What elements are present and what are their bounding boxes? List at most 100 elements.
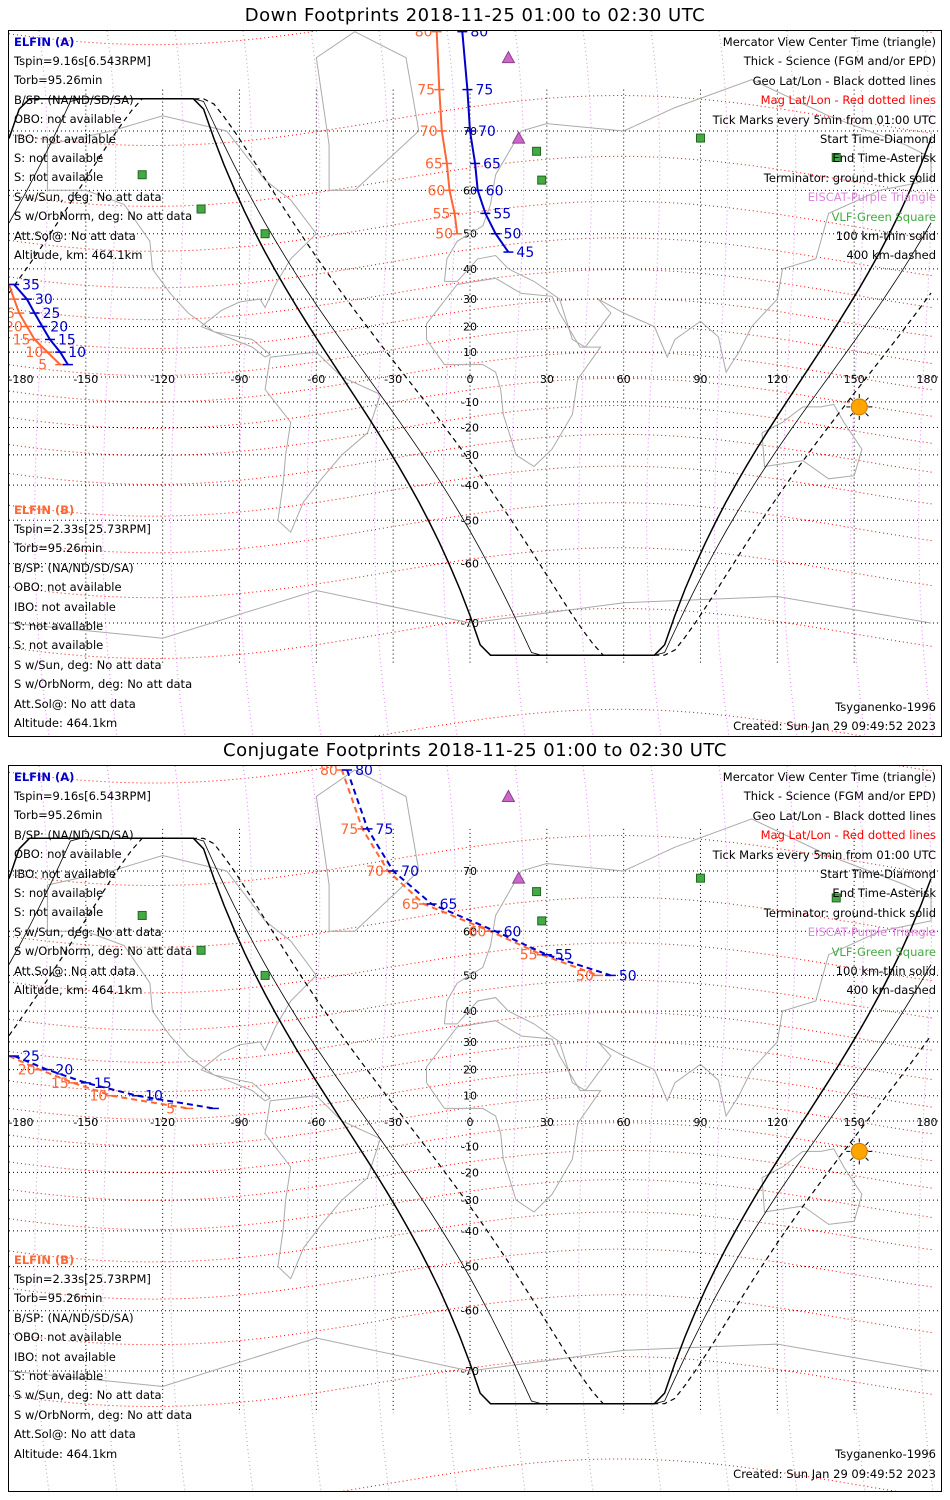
track-a-blue-label: 60 [504,924,522,940]
lat-tick-label: 20 [463,320,477,333]
coastline [46,115,317,358]
lat-tick-label: 60 [463,925,477,938]
mag-lat-line [9,547,934,599]
lat-tick-label: -40 [461,479,479,492]
mag-lon-line [646,766,662,1491]
info-line: IBO: not available [14,866,116,881]
conjugate-footprints-map: -180 -150 -120 -90 -60 -30 0 30 60 90 120 150 180 70 6… [8,765,942,1492]
track-b-orange-label: 10 [25,345,43,361]
track-a-blue-label: 20 [55,1063,73,1079]
legend-item: Mercator View Center Time (triangle) [722,35,936,49]
track-b-orange-label: 65 [402,897,420,913]
track-a-blue-label: 10 [68,345,86,361]
info-line: Tspin=9.16s[6.543RPM] [14,54,151,68]
mag-lat-line [9,607,934,660]
track-b-orange-label: 15 [13,332,31,348]
conjugate-footprints-title: Conjugate Footprints 2018-11-25 01:00 to… [223,740,727,761]
elfin-b-header: ELFIN (B) [14,503,75,517]
eiscat-triangle-icon [501,789,516,802]
track-a-blue-label: 80 [355,766,373,779]
info-line: Altitude: 464.1km [14,716,118,730]
lon-tick-label: -60 [307,1116,325,1129]
mag-lat-line [9,1294,934,1346]
legend-item: End Time-Asterisk [832,151,936,166]
info-line: Tspin=2.33s[25.73RPM] [14,1272,151,1286]
track-b-orange [340,766,599,977]
track-a-blue-label: 25 [43,306,61,322]
coastline [443,818,932,1118]
lat-tick-label: -10 [461,396,479,409]
info-line: S w/Sun, deg: No att data [14,189,162,204]
vlf-square-icon [196,204,206,214]
lon-tick-label: 0 [467,1116,474,1129]
info-line: Torb=95.26min [14,1291,103,1306]
track-a-blue-label: 35 [22,277,40,293]
legend-item: VLF-Green Square [831,209,936,224]
info-line: OBO: not available [14,1330,122,1345]
track-b-orange-label: 75 [417,83,435,99]
track-a-blue [461,31,510,253]
track-b-orange-label: 70 [366,864,384,880]
info-line: B/SP: (NA/ND/SD/SA) [14,92,134,107]
model-label: Tsyganenko-1996 [835,700,936,714]
track-b-orange-label: 20 [18,1063,36,1079]
lon-tick-label: -30 [384,373,402,386]
info-line: Tspin=9.16s[6.543RPM] [14,789,151,803]
info-line: S: not available [14,151,104,165]
info-line: B/SP: (NA/ND/SD/SA) [14,827,134,842]
info-line: S: not available [14,1369,104,1383]
lon-tick-label: 0 [467,373,474,386]
info-line: S w/OrbNorm, deg: No att data [14,677,193,692]
track-a-blue-label: 50 [504,227,522,243]
track-b-orange-label: 65 [425,156,443,172]
legend-item: Terminator: ground-thick solid [763,905,936,920]
track-b-orange [435,31,459,234]
coastline [9,1337,932,1388]
coastline [426,1020,602,1213]
track-a-blue-label: 10 [145,1089,163,1105]
track-b-orange-label: 50 [576,968,594,984]
track-a-blue-label: 15 [58,332,76,348]
info-line: OBO: not available [14,580,122,595]
track-a-blue-label: 55 [493,206,511,222]
info-line: IBO: not available [14,1349,116,1364]
lon-tick-label: 150 [844,373,865,386]
lat-tick-label: 20 [463,1064,477,1077]
vlf-square-icon [137,170,147,180]
legend-item: Mercator View Center Time (triangle) [722,770,936,784]
track-b-orange-label: 60 [428,183,446,199]
info-line: S w/Sun, deg: No att data [14,657,162,672]
conjugate-footprints-map-canvas: -180 -150 -120 -90 -60 -30 0 30 60 90 120 150 180 70 6… [9,766,941,1491]
lon-tick-label: 30 [540,373,554,386]
info-line: S w/OrbNorm, deg: No att data [14,944,193,959]
lon-tick-label: -120 [150,373,175,386]
info-line: S w/Sun, deg: No att data [14,1388,162,1403]
track-a-blue-label: 30 [35,292,53,308]
sun-icon [850,398,868,416]
track-a-blue [13,1055,215,1110]
legend-item: 100 km-thin solid [835,964,936,978]
legend-item: 400 km-dashed [846,983,936,998]
coastline [426,277,602,468]
track-b-orange-label: 55 [520,948,538,964]
track-a-blue [346,769,612,977]
info-line: S: not available [14,638,104,653]
lat-tick-label: -30 [461,1194,479,1207]
eiscat-triangle-icon [511,871,526,884]
legend-item: Thick - Science (FGM and/or EPD) [743,54,936,69]
track-a-blue-label: 75 [475,83,493,99]
lat-tick-label: -40 [461,1225,479,1238]
legend-item: EISCAT-Purple Triangle [807,925,936,940]
mag-lon-line [442,31,458,736]
track-b-orange-label: 15 [51,1076,69,1092]
track-b-orange-label: 20 [9,319,23,335]
track-b-orange-label: 60 [468,924,486,940]
lon-tick-label: 150 [844,1116,865,1129]
legend-item: 100 km-thin solid [835,229,936,243]
lon-tick-label: 120 [767,373,788,386]
info-line: S w/OrbNorm, deg: No att data [14,1407,193,1422]
legend-item: Mag Lat/Lon - Red dotted lines [760,828,936,843]
vlf-square-icon [537,175,547,185]
legend-item: Start Time-Diamond [820,132,936,146]
sun-ray [865,1141,869,1146]
